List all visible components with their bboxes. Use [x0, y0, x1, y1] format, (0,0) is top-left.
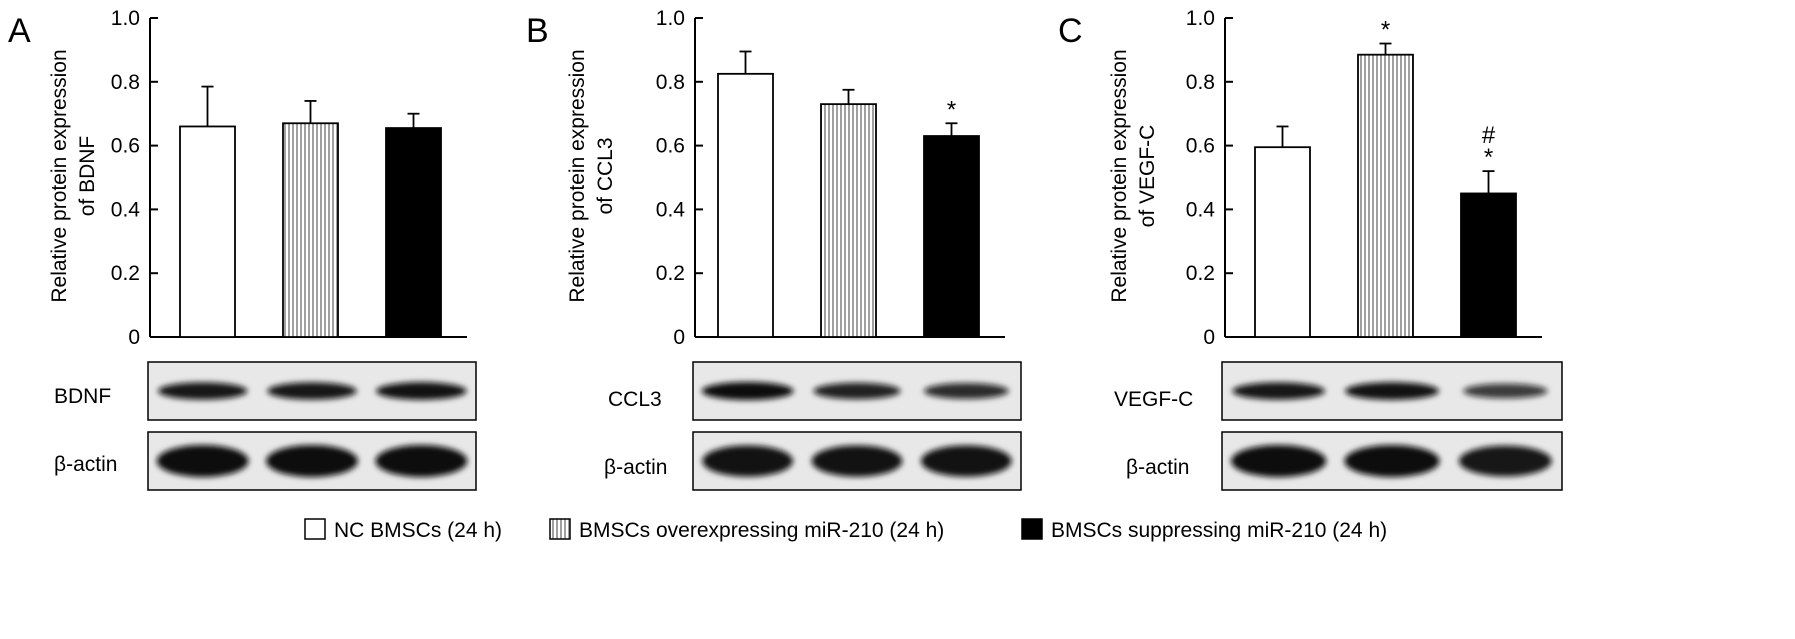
legend-label-overexpressing: BMSCs overexpressing miR-210 (24 h) — [579, 519, 944, 542]
blot-band-c-target-suppressing — [1463, 383, 1548, 399]
blot-label-ccl3: CCL3 — [608, 388, 662, 411]
blot-label-beta-actin-c: β-actin — [1126, 456, 1189, 479]
blot-band-b-beta-actin-suppressing — [920, 445, 1012, 477]
y-tick-label-a: 0.6 — [111, 135, 140, 158]
western-blot-b — [692, 361, 1022, 491]
y-axis-label-c-line2: of VEGF-C — [1136, 125, 1159, 228]
blot-label-bdnf: BDNF — [54, 385, 111, 408]
bar-a-nc — [179, 125, 236, 338]
y-tick-label-c: 0.4 — [1186, 198, 1216, 221]
y-axis-label-a-line2: of BDNF — [76, 136, 99, 217]
blot-band-c-beta-actin-overexpressing — [1344, 445, 1440, 477]
bar-b-suppressing — [923, 135, 980, 338]
bar-a-suppressing — [385, 127, 442, 338]
y-tick-label-b: 0.4 — [656, 198, 686, 221]
y-tick-label-c: 0.8 — [1186, 71, 1215, 94]
legend-label-suppressing: BMSCs suppressing miR-210 (24 h) — [1051, 519, 1387, 542]
y-tick-label-a: 1.0 — [111, 7, 140, 30]
bar-chart-c: 00.20.40.60.81.0 *#* — [1186, 7, 1542, 349]
y-tick-label-a: 0.4 — [111, 198, 141, 221]
bar-b-overexpressing — [820, 103, 877, 338]
blot-label-beta-actin-a: β-actin — [54, 453, 117, 476]
y-tick-label-c: 0.2 — [1186, 262, 1215, 285]
blot-band-b-beta-actin-nc — [702, 445, 794, 477]
y-axis-label-b-line2: of CCL3 — [594, 137, 617, 214]
y-tick-label-c: 0.6 — [1186, 135, 1215, 158]
bar-chart-b: 0 0.2 0.4 0.6 0.8 1.0 * — [656, 7, 1005, 349]
legend: NC BMSCs (24 h) BMSCs overexpressing miR… — [304, 518, 1387, 542]
y-tick-label-b: 0 — [673, 326, 685, 349]
western-blot-c — [1221, 361, 1563, 491]
y-tick-label-a: 0 — [128, 326, 140, 349]
bar-chart-a: 0 0.2 0.4 0.6 0.8 1.0 — [111, 7, 467, 349]
y-tick-label-b: 0.6 — [656, 135, 685, 158]
legend-label-nc: NC BMSCs (24 h) — [334, 519, 502, 542]
y-tick-label-b: 0.2 — [656, 262, 685, 285]
y-tick-label-c: 0 — [1203, 326, 1215, 349]
y-axis-label-c-line1: Relative protein expression — [1108, 49, 1131, 302]
y-tick-label-a: 0.8 — [111, 71, 140, 94]
y-tick-label-b: 0.8 — [656, 71, 685, 94]
blot-band-c-beta-actin-suppressing — [1458, 445, 1552, 477]
significance-mark-c-suppressing: # — [1482, 122, 1496, 149]
significance-mark-c-overexpressing: * — [1381, 17, 1390, 44]
significance-mark-c-suppressing: * — [1484, 144, 1493, 171]
legend-swatch-overexpressing — [549, 518, 571, 540]
legend-swatch-nc — [304, 518, 326, 540]
blot-band-c-target-nc — [1232, 382, 1326, 400]
y-axis-label-b-line1: Relative protein expression — [566, 49, 589, 302]
panel-letter-b: B — [526, 12, 549, 50]
bar-c-suppressing — [1460, 192, 1517, 338]
blot-band-a-target-nc — [157, 382, 248, 400]
bar-c-nc — [1254, 146, 1311, 338]
bar-a-overexpressing — [282, 122, 339, 338]
blot-band-b-target-suppressing — [923, 383, 1009, 399]
blot-band-c-target-overexpressing — [1344, 382, 1440, 400]
legend-swatch-suppressing — [1021, 518, 1043, 540]
panel-letter-c: C — [1058, 12, 1083, 50]
blot-band-a-target-suppressing — [375, 382, 467, 400]
y-tick-label-c: 1.0 — [1186, 7, 1215, 30]
blot-label-vegf-c: VEGF-C — [1114, 388, 1193, 411]
blot-band-a-beta-actin-overexpressing — [266, 445, 358, 477]
bar-c-overexpressing — [1357, 53, 1414, 338]
blot-band-b-beta-actin-overexpressing — [811, 445, 903, 477]
blot-band-b-target-nc — [701, 382, 794, 400]
blot-band-b-target-overexpressing — [813, 382, 901, 400]
panel-letter-a: A — [8, 12, 31, 50]
blot-band-a-target-overexpressing — [267, 382, 357, 400]
blot-band-c-beta-actin-nc — [1231, 445, 1327, 477]
significance-mark-b-suppressing: * — [947, 96, 956, 123]
bar-b-nc — [717, 72, 774, 338]
y-tick-label-a: 0.2 — [111, 262, 140, 285]
y-tick-label-b: 1.0 — [656, 7, 685, 30]
western-blot-a — [147, 361, 477, 491]
blot-band-a-beta-actin-nc — [156, 445, 249, 477]
blot-band-a-beta-actin-suppressing — [375, 445, 468, 477]
y-axis-label-a-line1: Relative protein expression — [48, 49, 71, 302]
blot-label-beta-actin-b: β-actin — [604, 456, 667, 479]
